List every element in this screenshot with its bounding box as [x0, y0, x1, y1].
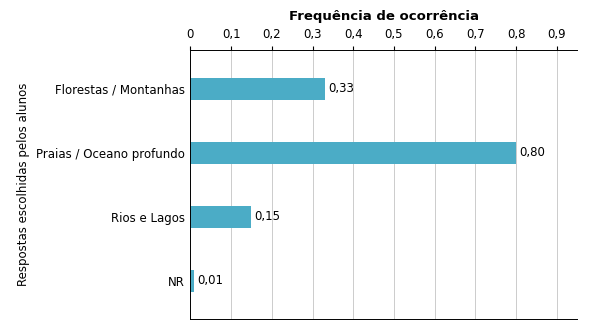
Bar: [190, 141, 516, 164]
Bar: [190, 269, 195, 292]
Text: 0,80: 0,80: [519, 146, 545, 159]
Bar: [190, 206, 252, 228]
Text: 0,15: 0,15: [255, 210, 281, 223]
Title: Frequência de ocorrência: Frequência de ocorrência: [289, 10, 479, 23]
Bar: [190, 78, 325, 100]
Text: 0,01: 0,01: [198, 274, 224, 287]
Y-axis label: Respostas escolhidas pelos alunos: Respostas escolhidas pelos alunos: [17, 83, 30, 287]
Text: 0,33: 0,33: [328, 82, 354, 95]
